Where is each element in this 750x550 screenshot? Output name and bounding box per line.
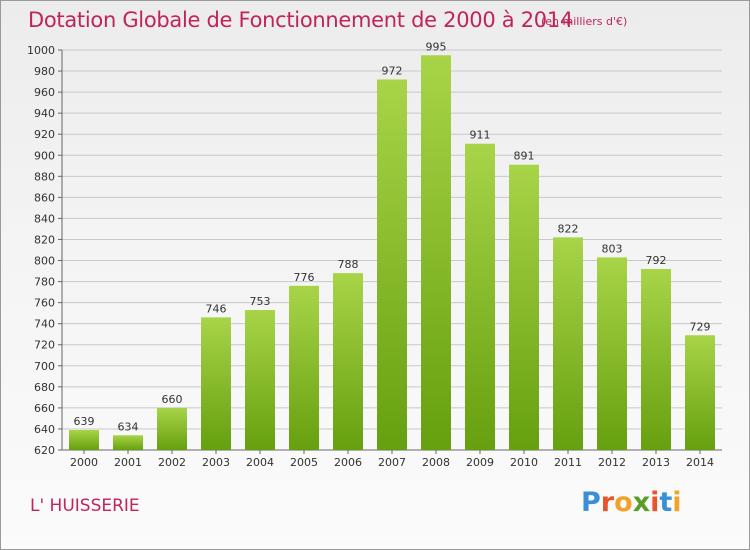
x-tick-label-2010: 2010 xyxy=(510,456,538,469)
y-tick-label: 780 xyxy=(34,276,55,289)
proxiti-logo[interactable]: Proxiti xyxy=(581,487,682,518)
x-tick-label-2003: 2003 xyxy=(202,456,230,469)
y-tick-label: 940 xyxy=(34,107,55,120)
y-tick-labels: 620 640 660 680 700 720 740 760 780 800 820 840 860 8… xyxy=(27,44,55,457)
commune-name: L' HUISSERIE xyxy=(30,496,140,516)
data-label-2003: 746 xyxy=(206,302,227,315)
y-tick-label: 820 xyxy=(34,233,55,246)
data-label-2006: 788 xyxy=(338,258,359,271)
y-tick-label: 660 xyxy=(34,402,55,415)
y-tick-label: 680 xyxy=(34,381,55,394)
bar-2009[interactable] xyxy=(465,143,495,450)
y-tick-label: 800 xyxy=(34,255,55,268)
y-tick-label: 640 xyxy=(34,423,55,436)
x-tick-label-2009: 2009 xyxy=(466,456,494,469)
bars xyxy=(69,55,715,451)
data-labels: 639 634 660 746 753 776 788 972 995 911 891 822 803 7… xyxy=(74,40,711,433)
y-tick-label: 960 xyxy=(34,86,55,99)
bar-2012[interactable] xyxy=(597,257,627,450)
data-label-2001: 634 xyxy=(118,420,139,433)
x-tick-label-2013: 2013 xyxy=(642,456,670,469)
x-tick-label-2012: 2012 xyxy=(598,456,626,469)
y-tick-label: 880 xyxy=(34,170,55,183)
bar-2001[interactable] xyxy=(113,435,143,450)
logo-letter: t xyxy=(659,487,673,518)
x-tick-label-2006: 2006 xyxy=(334,456,362,469)
data-label-2014: 729 xyxy=(690,320,711,333)
data-label-2010: 891 xyxy=(514,150,535,163)
x-tick-labels: 2000 2001 2002 2003 2004 2005 2006 2007 2008 2009… xyxy=(70,450,714,469)
data-label-2000: 639 xyxy=(74,415,95,428)
x-tick-label-2005: 2005 xyxy=(290,456,318,469)
bar-2014[interactable] xyxy=(685,335,715,450)
y-tick-label: 720 xyxy=(34,339,55,352)
x-tick-label-2002: 2002 xyxy=(158,456,186,469)
y-tick-label: 700 xyxy=(34,360,55,373)
bar-2004[interactable] xyxy=(245,310,275,450)
y-tick-label: 740 xyxy=(34,318,55,331)
y-tick-label: 760 xyxy=(34,297,55,310)
bar-2002[interactable] xyxy=(157,407,187,450)
x-tick-label-2014: 2014 xyxy=(686,456,714,469)
data-label-2011: 822 xyxy=(558,222,579,235)
y-tick-label: 920 xyxy=(34,128,55,141)
y-tick-label: 900 xyxy=(34,149,55,162)
bar-2013[interactable] xyxy=(641,268,671,450)
data-label-2012: 803 xyxy=(602,242,623,255)
y-tick-label: 980 xyxy=(34,65,55,78)
logo-letter: x xyxy=(632,487,651,518)
x-tick-label-2000: 2000 xyxy=(70,456,98,469)
y-tick-label: 840 xyxy=(34,212,55,225)
data-label-2002: 660 xyxy=(162,393,183,406)
bar-2007[interactable] xyxy=(377,79,407,450)
logo-letter: r xyxy=(600,487,615,518)
x-tick-label-2004: 2004 xyxy=(246,456,274,469)
data-label-2008: 995 xyxy=(426,40,447,53)
logo-letter: i xyxy=(650,487,660,518)
x-tick-label-2001: 2001 xyxy=(114,456,142,469)
bar-2010[interactable] xyxy=(509,164,539,450)
bar-2006[interactable] xyxy=(333,273,363,450)
logo-letter: P xyxy=(581,487,601,518)
x-tick-label-2007: 2007 xyxy=(378,456,406,469)
x-tick-label-2011: 2011 xyxy=(554,456,582,469)
bar-2000[interactable] xyxy=(69,430,99,450)
bar-2005[interactable] xyxy=(289,285,319,450)
logo-letter: i xyxy=(672,487,682,518)
data-label-2004: 753 xyxy=(250,295,271,308)
data-label-2009: 911 xyxy=(470,129,491,142)
bar-2008[interactable] xyxy=(421,55,451,451)
data-label-2005: 776 xyxy=(294,271,315,284)
data-label-2007: 972 xyxy=(382,64,403,77)
chart-title: Dotation Globale de Fonctionnement de 20… xyxy=(28,8,573,32)
y-tick-label: 1000 xyxy=(27,44,55,57)
y-tick-label: 620 xyxy=(34,444,55,457)
x-tick-label-2008: 2008 xyxy=(422,456,450,469)
logo-letter: o xyxy=(614,487,633,518)
bar-2011[interactable] xyxy=(553,237,583,450)
chart-unit: (en milliers d'€) xyxy=(541,15,628,28)
y-tick-label: 860 xyxy=(34,191,55,204)
bar-2003[interactable] xyxy=(201,317,231,450)
data-label-2013: 792 xyxy=(646,254,667,267)
